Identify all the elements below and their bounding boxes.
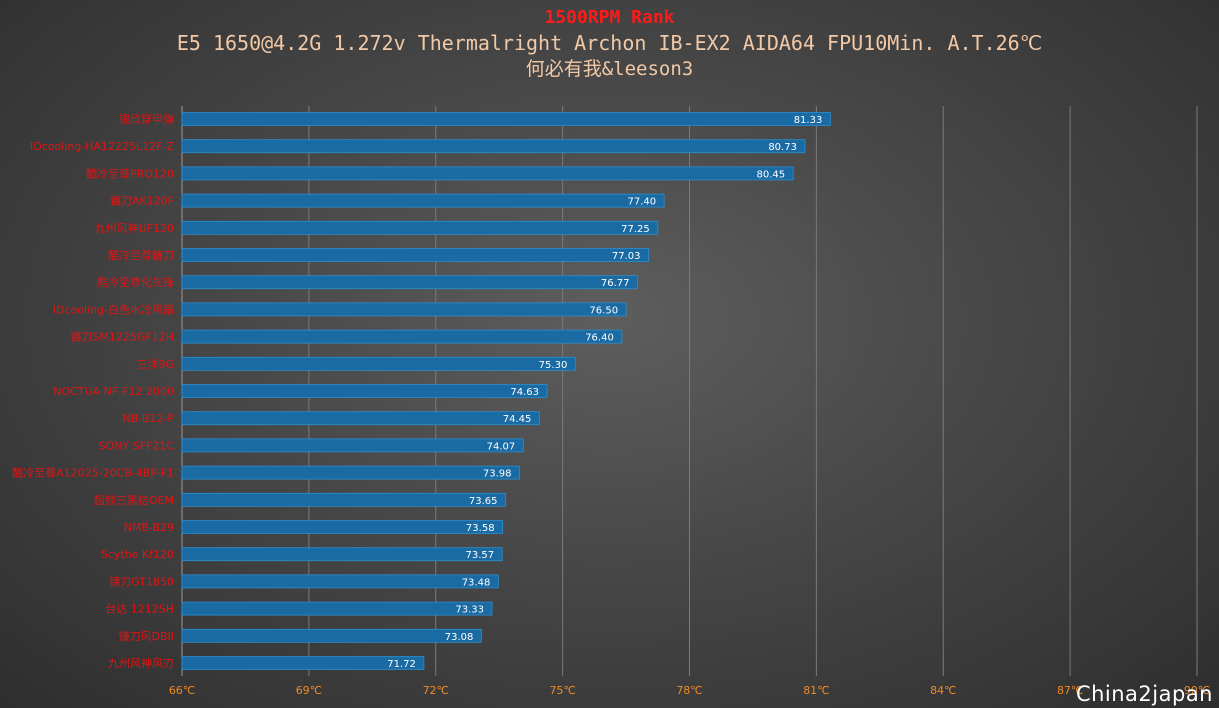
category-label: IDcooling-HA12225L12F-Z	[30, 140, 174, 153]
category-label: 镰刀GT1850	[109, 574, 174, 588]
category-label: 酷冷至尊化先锋	[97, 275, 174, 289]
data-label: 80.73	[768, 142, 797, 153]
bar	[181, 411, 540, 426]
x-axis-ticks: 66℃ 69℃ 72℃ 75℃ 78℃ 81℃ 84℃ 87℃ 90℃	[169, 684, 1210, 697]
bar	[181, 574, 499, 589]
bars	[181, 112, 831, 670]
bar	[181, 139, 806, 154]
x-tick-label: 81℃	[803, 684, 829, 697]
data-label: 73.58	[466, 523, 495, 534]
category-labels: 银欣穿甲弹 IDcooling-HA12225L12F-Z 酷冷至尊PRO120 镰刀…	[12, 112, 174, 670]
category-label: 台达 1212SH	[105, 602, 174, 616]
x-tick-label: 75℃	[549, 684, 575, 697]
data-label: 76.77	[601, 278, 630, 289]
bar	[181, 112, 831, 126]
category-label: NOCTUA NF-F12 2000	[53, 385, 174, 398]
category-label: 银欣穿甲弹	[119, 112, 174, 126]
category-label: 九州风神风刃	[108, 656, 174, 670]
data-label: 76.50	[589, 305, 618, 316]
chart-subtitle: E5 1650@4.2G 1.272v Thermalright Archon …	[176, 31, 1043, 55]
data-label: 80.45	[756, 169, 785, 180]
bar	[181, 628, 482, 643]
data-label: 77.25	[621, 224, 650, 235]
category-label: IDcooling-白色水冷风扇	[53, 302, 174, 316]
data-label: 75.30	[539, 360, 568, 371]
data-label: 73.08	[445, 632, 474, 643]
watermark: China2japan	[1075, 682, 1213, 706]
data-label: 73.57	[466, 550, 495, 561]
bar	[181, 220, 659, 235]
data-label: 73.33	[455, 605, 484, 616]
category-label: NB-B12-P	[123, 412, 175, 425]
category-label: 镰刀风DBII	[118, 629, 174, 643]
category-label: 镰刀SM1225GF12H	[70, 330, 174, 344]
bar	[181, 275, 638, 290]
bar	[181, 520, 503, 534]
data-label: 74.63	[510, 387, 539, 398]
category-label: 超频三黑桔OEM	[94, 493, 174, 507]
bar	[181, 601, 493, 616]
bar	[181, 329, 623, 344]
data-label: 73.98	[483, 469, 512, 480]
data-label: 73.65	[469, 496, 498, 507]
data-label: 77.40	[627, 197, 656, 208]
category-label: 酷冷至尊A12025-20CB-4BP-F1	[12, 466, 174, 480]
bar	[181, 438, 524, 453]
bar	[181, 492, 506, 507]
data-label: 74.07	[487, 441, 516, 452]
value-labels: 81.33 80.73 80.45 77.40 77.25 77.03 76.77 76.50…	[387, 115, 822, 670]
data-label: 77.03	[612, 251, 641, 262]
x-tick-label: 90℃	[1184, 684, 1210, 697]
data-label: 71.72	[387, 659, 416, 670]
chart-title: 1500RPM Rank	[544, 7, 675, 28]
bar	[181, 248, 649, 262]
bar	[181, 465, 520, 480]
x-tick-label: 66℃	[169, 684, 195, 697]
bar	[181, 656, 425, 670]
bar	[181, 193, 665, 208]
x-tick-label: 72℃	[423, 684, 449, 697]
bar	[181, 356, 576, 371]
x-tick-label: 87℃	[1057, 684, 1083, 697]
data-label: 76.40	[585, 333, 614, 344]
category-label: 酷冷至尊镰刀	[108, 248, 174, 262]
x-tick-label: 69℃	[296, 684, 322, 697]
chart-subtitle-2: 何必有我&leeson3	[525, 58, 694, 80]
category-label: 酷冷至尊PRO120	[86, 166, 174, 180]
bar	[181, 384, 548, 398]
bar	[181, 166, 794, 181]
x-tick-label: 84℃	[930, 684, 956, 697]
category-label: 九州风神UF120	[95, 221, 174, 235]
data-label: 81.33	[794, 115, 823, 126]
category-label: Scythe Kf120	[101, 548, 174, 561]
chart-titles: 1500RPM Rank E5 1650@4.2G 1.272v Thermal…	[0, 6, 1219, 82]
category-label: 镰刀AK120F	[110, 194, 174, 208]
category-label: NMB-B29	[124, 521, 174, 534]
x-tick-label: 78℃	[676, 684, 702, 697]
category-label: 三洋9G	[136, 357, 174, 371]
data-label: 73.48	[462, 577, 491, 588]
bar	[181, 302, 627, 317]
bar	[181, 547, 503, 562]
data-label: 74.45	[503, 414, 532, 425]
category-label: SONY SFF21C	[99, 439, 175, 452]
